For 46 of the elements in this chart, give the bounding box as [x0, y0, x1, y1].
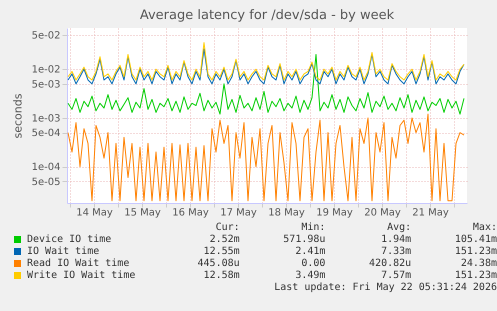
text: 571.98u — [282, 234, 326, 246]
text: Min: — [300, 222, 326, 234]
text: 151.23m — [454, 246, 497, 258]
x-tick-label: 16 May — [172, 208, 209, 218]
text: 12.55m — [202, 246, 240, 258]
y-axis-title: seconds — [12, 93, 25, 138]
text: 445.08u — [196, 258, 240, 270]
legend-label: IO Wait time — [26, 246, 100, 258]
legend-label: Read IO Wait time — [26, 258, 130, 270]
text: 151.23m — [454, 270, 497, 282]
chart-title: Average latency for /dev/sda - by week — [140, 8, 395, 23]
text: 0.00 — [300, 258, 326, 270]
text: Last update: Fri May 22 05:31:24 2026 — [273, 282, 497, 294]
text: 7.57m — [380, 270, 412, 282]
y-tick-label: 1e-03 — [32, 113, 60, 124]
line-series — [68, 48, 464, 84]
text: 105.41m — [454, 234, 497, 246]
legend-label: Device IO time — [26, 234, 112, 246]
text: 24.38m — [460, 258, 497, 270]
text: Avg: — [386, 222, 412, 234]
x-tick-label: 15 May — [124, 208, 161, 218]
y-tick-label: 5e-02 — [32, 30, 60, 42]
x-tick-label: 21 May — [412, 208, 449, 218]
y-tick-label: 5e-04 — [32, 128, 60, 140]
y-tick-label: 5e-05 — [32, 176, 60, 188]
text: Cur: — [214, 222, 240, 234]
text: 12.58m — [202, 270, 240, 282]
x-tick-label: 17 May — [220, 208, 257, 218]
x-tick-label: 19 May — [316, 208, 353, 218]
text: 3.49m — [294, 270, 326, 282]
line-series — [68, 54, 464, 115]
text: 2.41m — [294, 246, 326, 258]
y-tick-label: 5e-03 — [32, 79, 60, 90]
text: 1.94m — [380, 234, 412, 246]
text: 420.82u — [368, 258, 412, 270]
x-tick-label: 18 May — [268, 208, 305, 218]
line-series — [68, 42, 464, 81]
text: 7.33m — [380, 246, 412, 258]
text: 2.52m — [208, 234, 240, 246]
text: Max: — [472, 222, 497, 234]
x-tick-label: 14 May — [76, 208, 113, 218]
y-tick-label: 1e-04 — [32, 162, 60, 174]
line-series — [68, 114, 464, 202]
x-tick-label: 20 May — [364, 208, 401, 218]
y-tick-label: 1e-02 — [32, 64, 60, 76]
legend-label: Write IO Wait time — [26, 270, 136, 282]
